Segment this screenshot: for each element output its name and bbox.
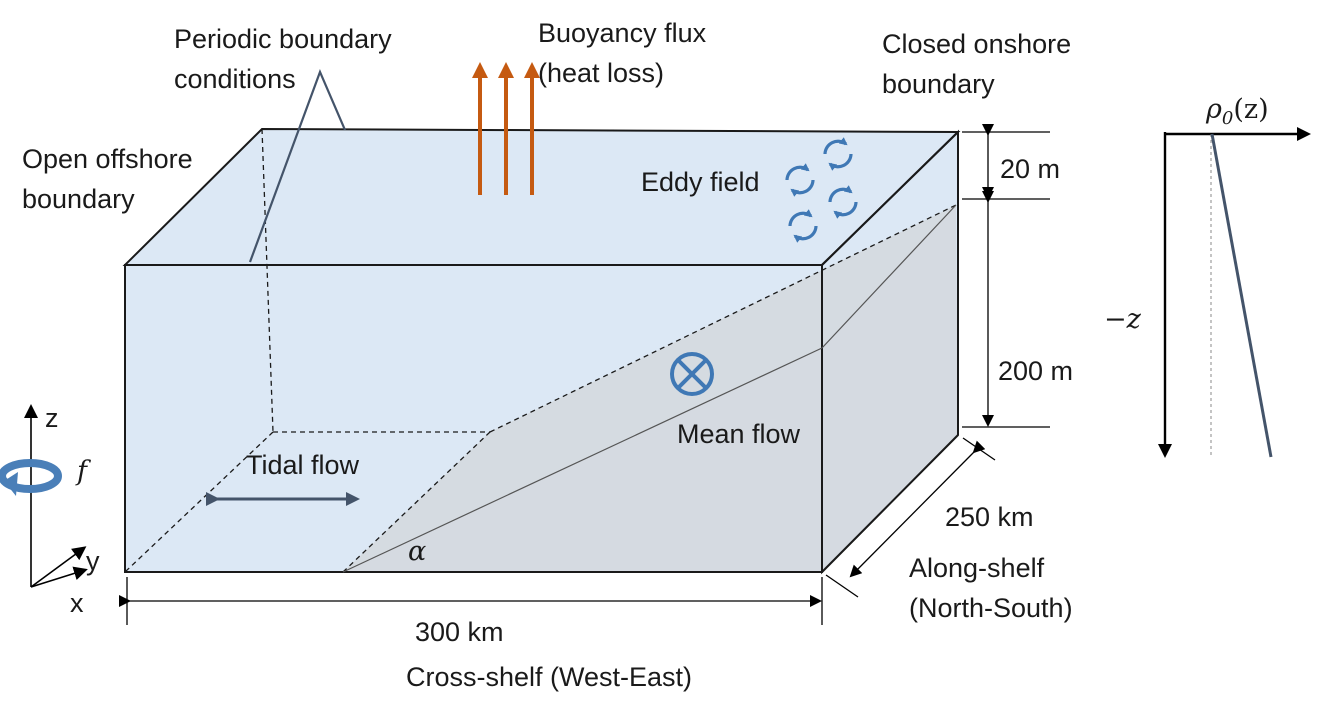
hidden-edges xyxy=(124,128,957,573)
along-shelf-line2: (North-South) xyxy=(909,593,1073,623)
width-dimension: 250 km xyxy=(945,502,1034,532)
rotation-icon xyxy=(0,459,62,496)
mean-flow-icon xyxy=(670,352,714,396)
axis-z-label: z xyxy=(45,403,59,433)
length-dimension: 300 km xyxy=(415,617,504,647)
slope-side-line xyxy=(821,204,957,349)
open-label-line1: Open offshore xyxy=(22,144,193,174)
density-profile-axes xyxy=(1158,127,1311,458)
axis-x-label: x xyxy=(70,588,84,618)
negative-z-label: −z xyxy=(1104,304,1142,335)
density-profile-curve xyxy=(1210,133,1273,458)
closed-label-line1: Closed onshore xyxy=(882,29,1071,59)
vertical-dimensions xyxy=(962,124,1050,428)
cross-shelf-label: Cross-shelf (West-East) xyxy=(406,662,692,692)
periodic-label-line2: conditions xyxy=(174,64,296,94)
buoyancy-label-line2: (heat loss) xyxy=(538,58,664,88)
density-profile-label: ρ0(z) xyxy=(1205,94,1269,129)
along-shelf-line1: Along-shelf xyxy=(909,553,1045,583)
tidal-label: Tidal flow xyxy=(246,450,360,480)
buoyancy-label-line1: Buoyancy flux xyxy=(538,18,707,48)
box-top-face xyxy=(122,127,961,266)
mean-flow-label: Mean flow xyxy=(677,419,801,449)
slope-front-line xyxy=(342,347,823,573)
open-label-line2: boundary xyxy=(22,184,135,214)
periodic-pointer-lines xyxy=(248,69,347,263)
coordinate-axes xyxy=(24,404,88,588)
periodic-label-line1: Periodic boundary xyxy=(174,24,392,54)
horizontal-dimensions xyxy=(119,437,996,625)
closed-label-line2: boundary xyxy=(882,69,995,99)
depth-dimension: 200 m xyxy=(998,356,1073,386)
buoyancy-arrows xyxy=(472,62,540,195)
axis-y-label: y xyxy=(86,546,100,576)
top-layer-dimension: 20 m xyxy=(1000,154,1060,184)
shelf-slope-surface xyxy=(343,205,956,572)
eddy-label: Eddy field xyxy=(641,167,760,197)
slope-angle-label: α xyxy=(408,536,426,567)
coriolis-label: f xyxy=(75,456,91,487)
eddy-icons xyxy=(785,137,858,243)
